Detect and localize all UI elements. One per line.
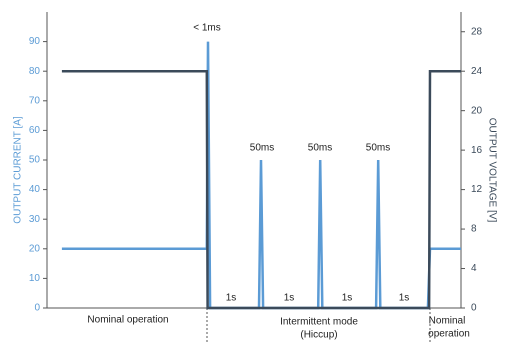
y2-tick-label: 28 [471,26,483,37]
annotation: < 1ms [193,23,221,34]
annotation: 1s [342,293,353,304]
annotation: 1s [284,293,295,304]
y2-tick-label: 16 [471,145,483,156]
x-region-label: Nominal operation [87,315,168,326]
data-line [61,41,461,310]
y-tick-label: 50 [29,155,41,166]
y-tick-label: 80 [29,66,41,77]
y2-tick-label: 12 [471,184,483,195]
annotation: 50ms [366,143,390,154]
y2-tick-label: 8 [471,224,477,235]
annotation: 50ms [250,143,274,154]
annotation: 1s [399,293,410,304]
y-tick-label: 30 [29,214,41,225]
x-region-label: operation [428,329,470,340]
y2-axis-label: OUTPUT VOLTAGE [V] [486,118,497,223]
y2-tick-label: 4 [471,263,477,274]
y-tick-label: 20 [29,243,41,254]
y2-tick-label: 0 [471,303,477,314]
y-tick-label: 70 [29,95,41,106]
x-region-label: Intermittent mode [280,317,358,328]
annotation: 1s [226,293,237,304]
y-tick-label: 10 [29,273,41,284]
x-region-label: Nominal [429,316,466,327]
y-axis-label: OUTPUT CURRENT [A] [13,116,24,224]
y2-tick-label: 20 [471,105,483,116]
y-tick-label: 0 [34,303,40,314]
y2-tick-label: 24 [471,66,483,77]
data-line [61,69,461,310]
annotation: 50ms [308,143,332,154]
x-region-label: (Hiccup) [300,330,337,341]
y-tick-label: 60 [29,125,41,136]
y-tick-label: 40 [29,184,41,195]
y-tick-label: 90 [29,36,41,47]
